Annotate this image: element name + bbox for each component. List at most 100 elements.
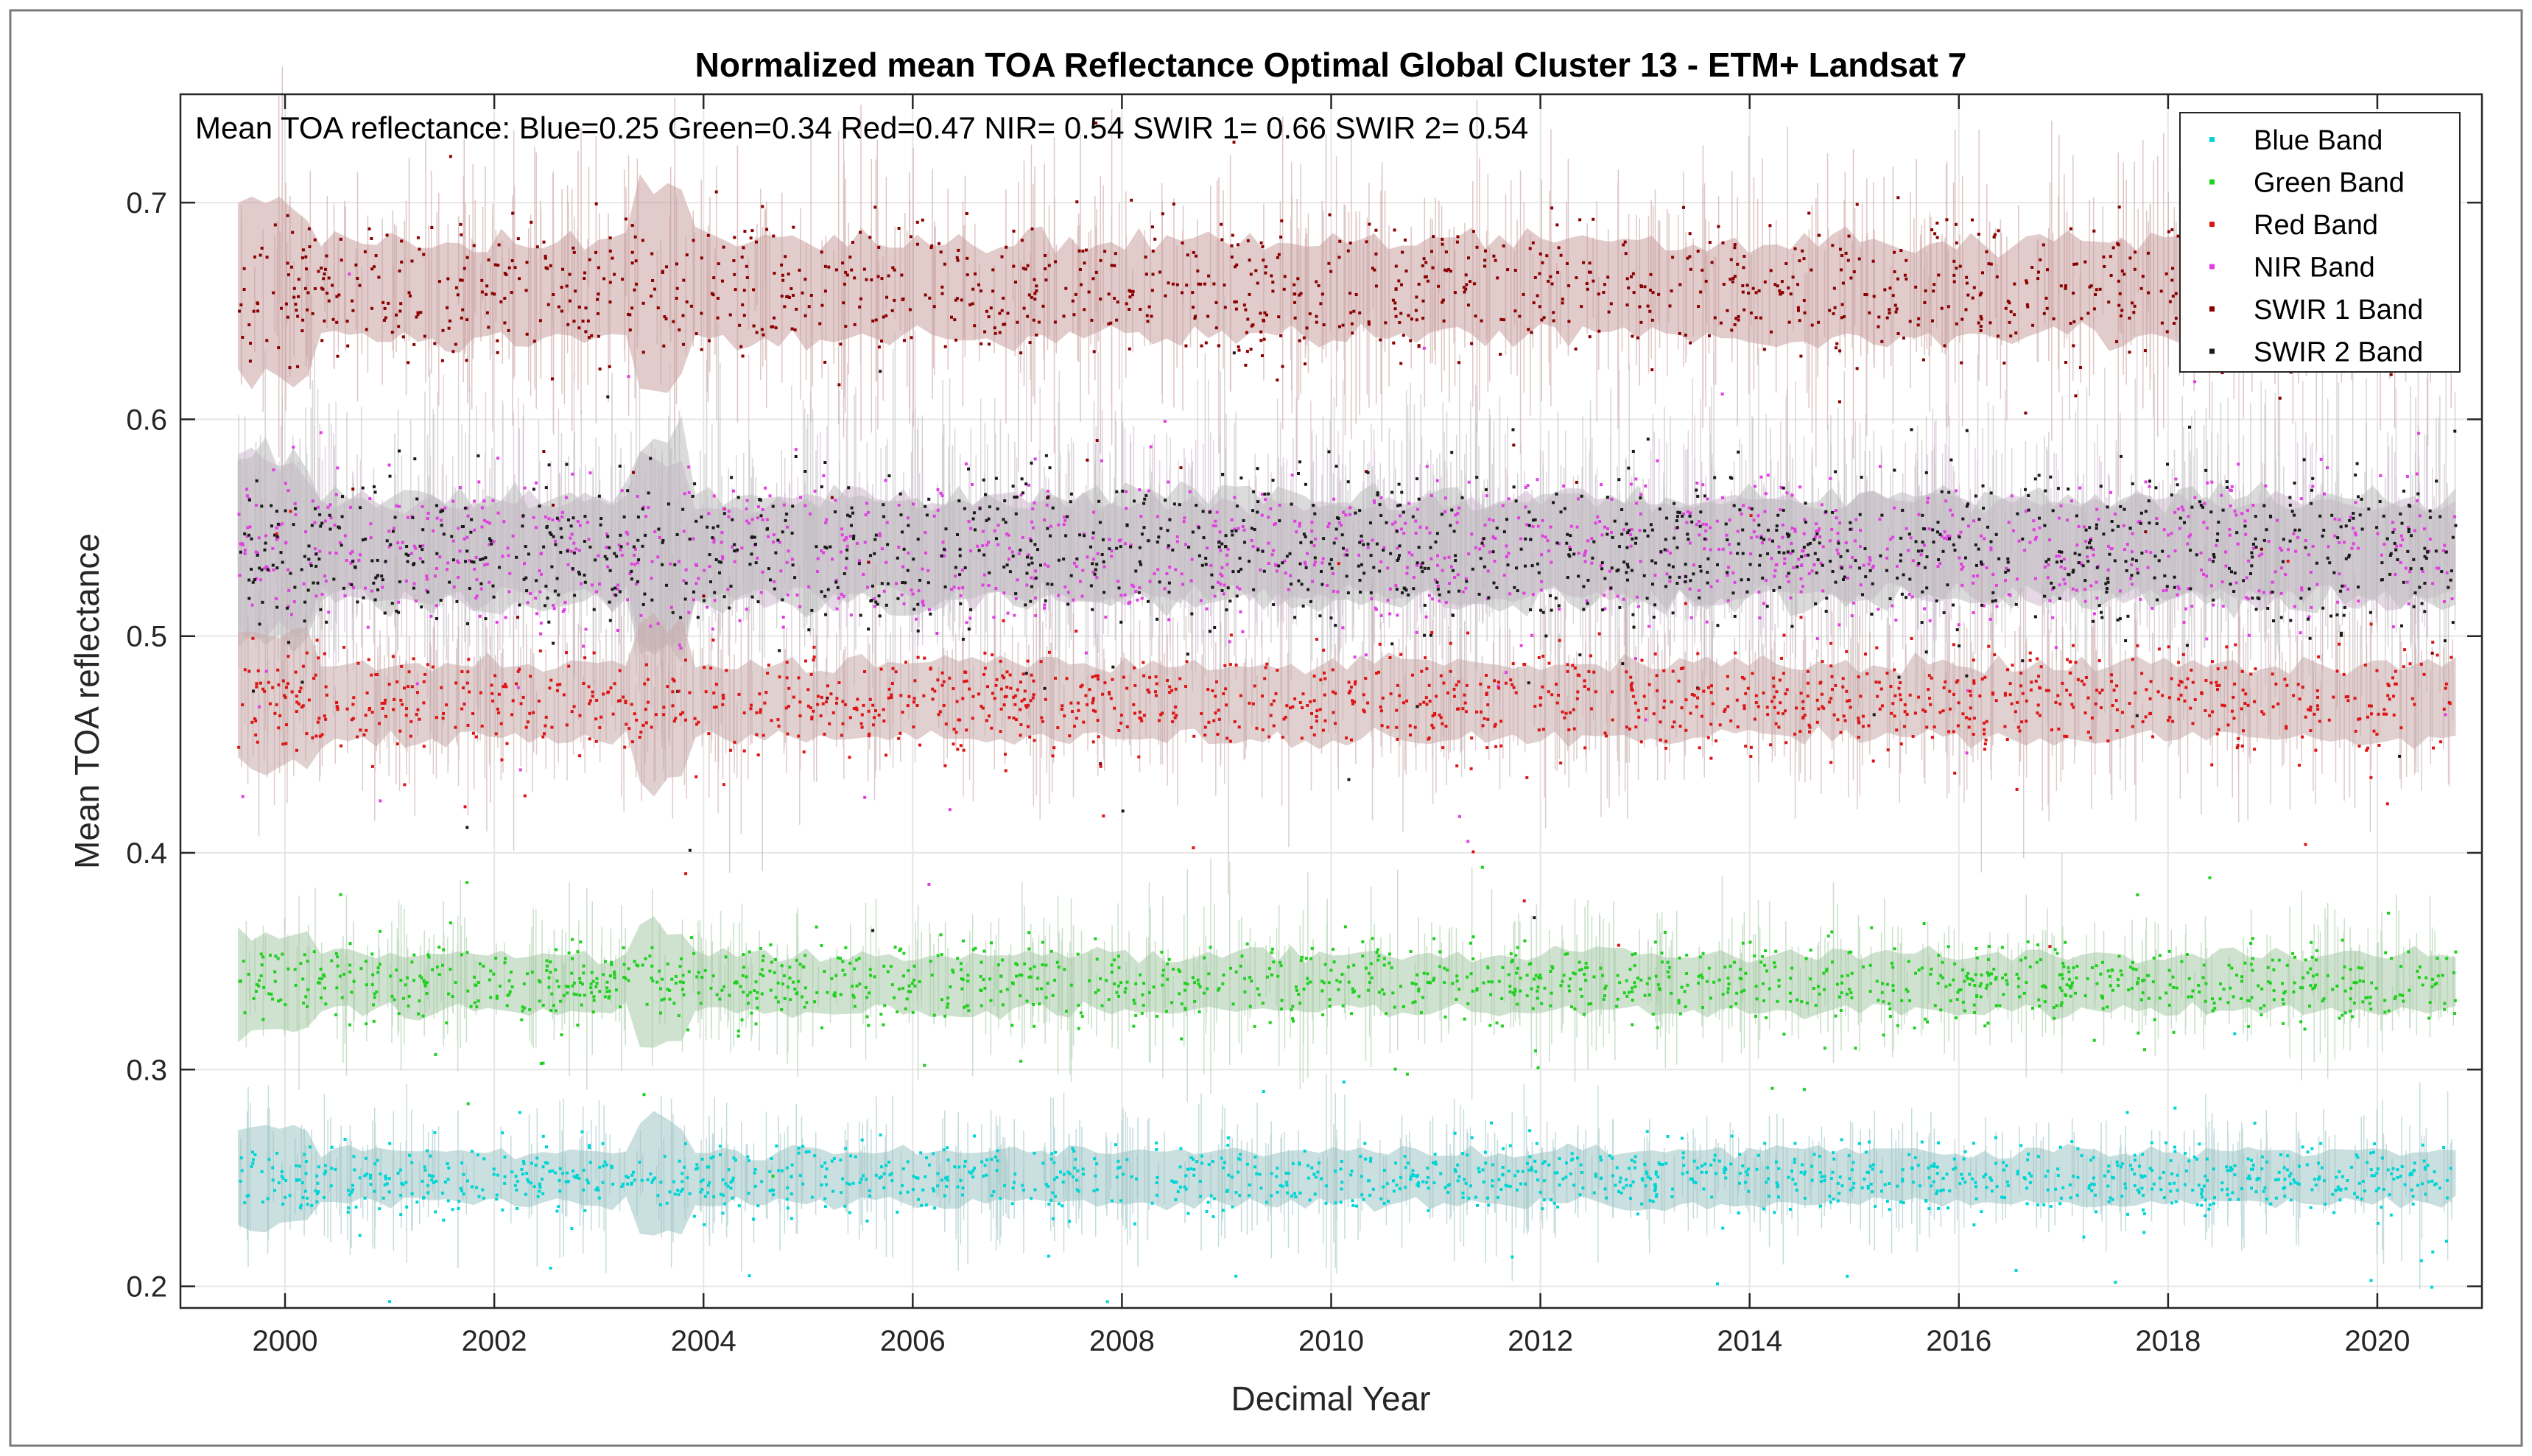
green-band-point xyxy=(820,1026,823,1030)
blue-band-point xyxy=(541,1178,544,1181)
swir-1-band-point xyxy=(1966,293,1970,297)
nir-band-point xyxy=(1138,586,1142,589)
green-band-point xyxy=(2292,990,2296,993)
green-band-point xyxy=(748,991,752,994)
green-band-point xyxy=(1164,1010,1168,1013)
nir-band-point xyxy=(865,502,868,505)
nir-band-point xyxy=(1167,480,1170,484)
swir-1-band-point xyxy=(943,345,947,348)
swir-1-band-point xyxy=(1237,348,1241,352)
nir-band-point xyxy=(2428,538,2432,541)
nir-band-point xyxy=(1344,513,1348,517)
green-band-point xyxy=(1217,987,1221,990)
swir-1-band-point xyxy=(304,255,308,259)
blue-band-point xyxy=(535,1156,539,1160)
green-band-point xyxy=(1231,1002,1235,1006)
nir-band-point xyxy=(1415,630,1418,634)
nir-band-point xyxy=(246,526,250,530)
green-band-point xyxy=(1036,977,1040,980)
blue-band-point xyxy=(990,1158,994,1161)
green-band-point xyxy=(2025,981,2028,984)
nir-band-point xyxy=(2262,591,2265,594)
swir-1-band-point xyxy=(1212,282,1216,286)
blue-band-point xyxy=(2274,1178,2277,1181)
nir-band-point xyxy=(2202,572,2205,576)
blue-band-point xyxy=(1799,1170,1803,1174)
swir-1-band-point xyxy=(874,318,878,322)
swir-1-band-point xyxy=(1483,264,1486,268)
swir-1-band-point xyxy=(1670,289,1673,292)
green-band-point xyxy=(658,969,661,973)
green-band-point xyxy=(1846,974,1850,977)
nir-band-point xyxy=(2304,539,2307,542)
swir-1-band-point xyxy=(859,297,862,300)
blue-band-point xyxy=(841,1177,845,1181)
nir-band-point xyxy=(2354,501,2357,504)
blue-band-point xyxy=(1461,1152,1465,1156)
green-band-point xyxy=(541,1004,545,1007)
swir-1-band-point xyxy=(1924,289,1927,292)
nir-band-point xyxy=(415,682,419,686)
nir-band-point xyxy=(732,489,735,493)
green-band-point xyxy=(2281,998,2285,1002)
blue-band-point xyxy=(1351,1204,1355,1207)
green-band-point xyxy=(867,1024,871,1027)
blue-band-point xyxy=(1417,1181,1420,1185)
blue-band-point xyxy=(2250,1158,2253,1162)
blue-band-point xyxy=(1730,1134,1734,1138)
swir-1-band-point xyxy=(1954,222,1958,226)
swir-1-band-point xyxy=(2170,278,2174,282)
green-band-point xyxy=(2343,989,2347,993)
blue-band-point xyxy=(429,1154,432,1158)
green-band-point xyxy=(982,978,985,982)
swir-1-band-point xyxy=(1549,275,1552,278)
green-band-point xyxy=(1487,980,1491,984)
green-band-point xyxy=(247,972,250,976)
green-band-point xyxy=(645,1002,649,1006)
nir-band-point xyxy=(1858,545,1862,549)
swir-1-band-point xyxy=(496,339,499,342)
green-band-point xyxy=(857,957,861,960)
nir-band-point xyxy=(2436,566,2438,570)
blue-band-point xyxy=(953,1165,957,1169)
nir-band-point xyxy=(1418,525,1422,529)
blue-band-point xyxy=(2427,1180,2430,1184)
nir-band-point xyxy=(538,590,542,594)
nir-band-point xyxy=(1063,585,1067,588)
blue-band-point xyxy=(1649,1177,1652,1181)
swir-1-band-point xyxy=(780,263,784,267)
blue-band-point xyxy=(2061,1186,2065,1189)
swir-1-band-point xyxy=(608,249,612,253)
green-band-point xyxy=(1027,947,1031,951)
green-band-point xyxy=(1788,991,1792,995)
blue-band-point xyxy=(731,1196,734,1200)
swir-1-band-point xyxy=(665,265,668,269)
green-band-point xyxy=(1636,977,1639,980)
green-band-point xyxy=(1888,1002,1891,1005)
blue-band-point xyxy=(1382,1185,1385,1189)
blue-band-point xyxy=(2022,1176,2026,1180)
nir-band-point xyxy=(1290,474,1294,477)
green-band-point xyxy=(1599,966,1603,970)
swir-1-band-point xyxy=(798,268,801,272)
green-band-point xyxy=(1033,965,1036,968)
nir-band-point xyxy=(1536,524,1540,528)
green-band-point xyxy=(564,985,568,988)
swir-1-band-point xyxy=(248,359,252,363)
blue-band-point xyxy=(2014,1269,2018,1272)
green-band-point xyxy=(1140,1011,1144,1015)
nir-band-point xyxy=(845,544,849,548)
blue-band-point xyxy=(1836,1181,1840,1185)
green-band-point xyxy=(1390,966,1393,970)
green-band-point xyxy=(2095,982,2099,985)
swir-1-band-point xyxy=(685,300,689,303)
nir-band-point xyxy=(1697,520,1701,524)
blue-band-point xyxy=(1508,1184,1512,1188)
swir-1-band-point xyxy=(1721,241,1725,245)
swir-1-band-point xyxy=(2123,272,2126,276)
nir-band-point xyxy=(1766,474,1770,477)
blue-band-point xyxy=(1745,1173,1749,1177)
swir-1-band-point xyxy=(1077,249,1081,253)
blue-band-point xyxy=(1888,1182,1891,1185)
blue-band-point xyxy=(368,1176,372,1180)
